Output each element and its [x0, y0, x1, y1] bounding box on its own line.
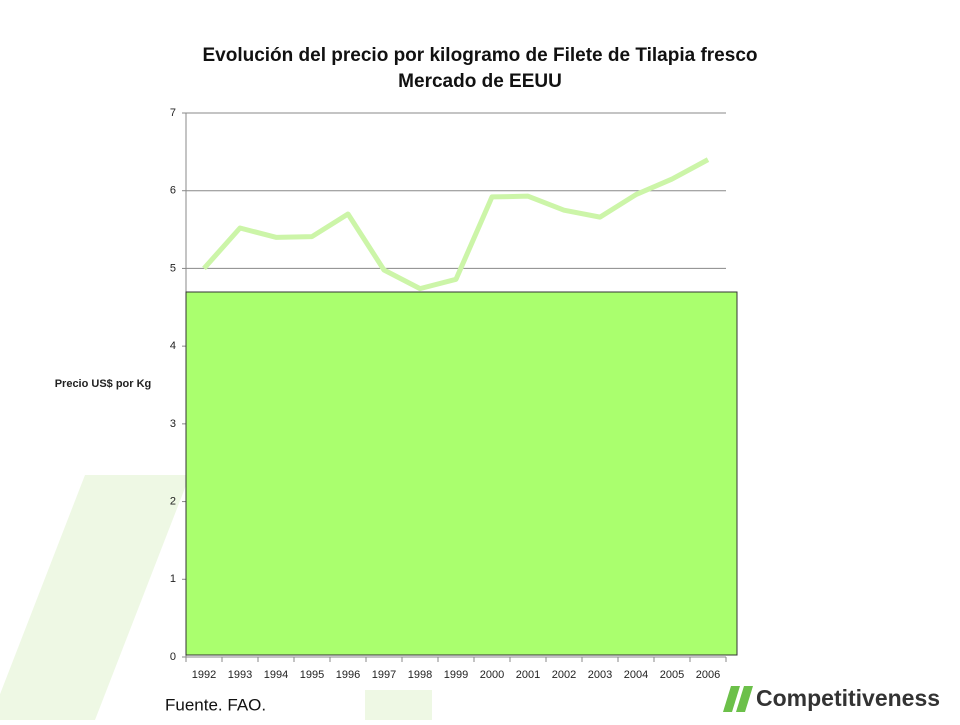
decor-block	[365, 690, 432, 720]
x-tick-label: 1993	[228, 669, 252, 681]
x-tick-label: 1992	[192, 669, 216, 681]
x-tick-label: 2002	[552, 669, 576, 681]
x-tick-label: 1995	[300, 669, 324, 681]
x-tick-label: 1999	[444, 669, 468, 681]
x-tick-label: 1994	[264, 669, 288, 681]
chart-title: Evolución del precio por kilogramo de Fi…	[202, 45, 757, 66]
x-tick-label: 2000	[480, 669, 504, 681]
data-line	[202, 157, 710, 292]
y-axis-label: Precio US$ por Kg	[55, 378, 152, 390]
x-tick-label: 2004	[624, 669, 648, 681]
y-tick-label: 3	[170, 418, 176, 430]
logo: Competitiveness	[756, 685, 940, 711]
x-tick-label: 2005	[660, 669, 684, 681]
x-tick-label: 1998	[408, 669, 432, 681]
y-tick-label: 1	[170, 573, 176, 585]
y-tick-label: 6	[170, 185, 176, 197]
x-tick-label: 1997	[372, 669, 396, 681]
chart-subtitle: Mercado de EEUU	[398, 71, 562, 92]
y-tick-label: 5	[170, 262, 176, 274]
x-tick-label: 2006	[696, 669, 720, 681]
x-tick-label: 2001	[516, 669, 540, 681]
y-tick-label: 7	[170, 107, 176, 119]
x-tick-label: 1996	[336, 669, 360, 681]
decor-slash	[0, 475, 190, 720]
y-tick-label: 2	[170, 495, 176, 507]
overlay-box	[185, 291, 738, 656]
logo-slash	[736, 686, 753, 712]
source: Fuente. FAO.	[165, 695, 266, 714]
x-tick-label: 2003	[588, 669, 612, 681]
y-tick-label: 4	[170, 340, 176, 352]
y-tick-label: 0	[170, 651, 176, 663]
logo-slash	[723, 686, 740, 712]
